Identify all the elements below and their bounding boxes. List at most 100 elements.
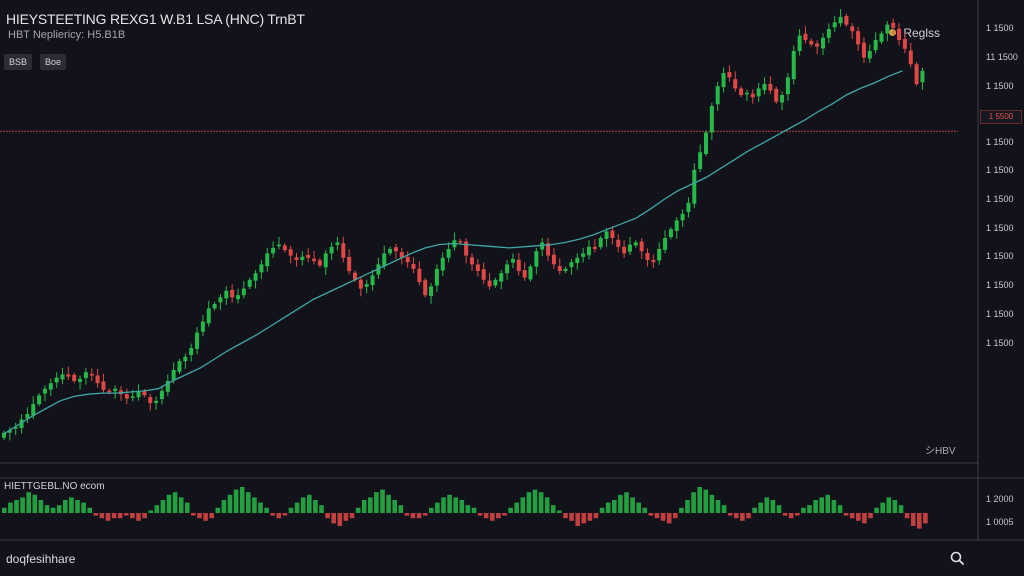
candle-body bbox=[282, 245, 287, 251]
candle-body bbox=[522, 270, 527, 278]
indicator-button[interactable]: Boe bbox=[40, 54, 67, 70]
candle-body bbox=[148, 397, 153, 403]
histogram-bar bbox=[154, 505, 160, 513]
histogram-bar bbox=[795, 513, 800, 516]
candle-body bbox=[885, 24, 890, 34]
histogram-bar bbox=[746, 513, 751, 519]
candle-body bbox=[551, 254, 556, 265]
candle-body bbox=[709, 106, 714, 133]
histogram-bar bbox=[441, 497, 446, 513]
candle-body bbox=[704, 132, 708, 154]
histogram-bar bbox=[361, 500, 367, 513]
histogram-bar bbox=[691, 492, 696, 513]
histogram-bar bbox=[270, 513, 275, 516]
candle-body bbox=[844, 16, 849, 25]
candle-body bbox=[809, 40, 814, 45]
candle-body bbox=[587, 246, 591, 256]
histogram-bar bbox=[538, 492, 544, 513]
histogram-bar bbox=[422, 513, 428, 516]
timeframe-button[interactable]: BSB bbox=[4, 54, 33, 70]
candle-body bbox=[399, 252, 404, 258]
candle-body bbox=[294, 257, 299, 260]
candle-body bbox=[382, 253, 387, 267]
candle-body bbox=[791, 51, 796, 80]
histogram-bar bbox=[868, 513, 873, 519]
price-axis-label: 1 1500 bbox=[986, 137, 1014, 147]
candle-body bbox=[440, 257, 445, 271]
histogram-bar bbox=[886, 497, 892, 513]
candle-body bbox=[803, 33, 808, 40]
candle-body bbox=[271, 247, 276, 254]
search-icon[interactable] bbox=[950, 551, 964, 565]
chart-title: HIEYSTEETING REXG1 W.B1 LSA (HNC) TrnBT bbox=[6, 11, 305, 27]
histogram-bar bbox=[917, 513, 922, 529]
candle-body bbox=[42, 388, 47, 394]
histogram-bar bbox=[764, 497, 770, 513]
candle-body bbox=[341, 243, 346, 258]
candle-body bbox=[411, 263, 416, 269]
indicator-axis-label: 1 0005 bbox=[986, 517, 1014, 527]
histogram-bar bbox=[111, 513, 117, 519]
price-axis-label: 1 1500 bbox=[986, 280, 1014, 290]
price-line-label: 1 5500 bbox=[980, 110, 1022, 124]
histogram-bar bbox=[782, 513, 788, 516]
candle-body bbox=[505, 264, 510, 274]
histogram-bar bbox=[63, 500, 68, 513]
histogram-bar bbox=[239, 487, 245, 513]
histogram-bar bbox=[349, 513, 355, 519]
histogram-bar bbox=[685, 500, 690, 513]
candle-body bbox=[470, 257, 474, 265]
candle-body bbox=[557, 266, 562, 271]
price-axis-label: 1 1500 bbox=[986, 223, 1014, 233]
candle-body bbox=[393, 247, 398, 252]
histogram-bar bbox=[593, 513, 599, 519]
histogram-bar bbox=[758, 502, 763, 513]
candle-body bbox=[236, 295, 240, 300]
histogram-bar bbox=[142, 513, 147, 519]
histogram-bar bbox=[569, 513, 574, 521]
histogram-bar bbox=[368, 497, 373, 513]
histogram-bar bbox=[209, 513, 214, 519]
candle-body bbox=[364, 284, 369, 287]
histogram-bar bbox=[648, 513, 654, 516]
histogram-bar bbox=[618, 494, 623, 513]
price-axis-label: 1 1500 bbox=[986, 251, 1014, 261]
histogram-bar bbox=[75, 500, 80, 513]
histogram-bar bbox=[435, 502, 440, 513]
candle-body bbox=[2, 432, 6, 438]
histogram-bar bbox=[246, 492, 251, 513]
histogram-bar bbox=[770, 500, 776, 513]
histogram-bar bbox=[282, 513, 288, 516]
histogram-bar bbox=[380, 489, 385, 513]
candle-body bbox=[651, 260, 656, 263]
candle-body bbox=[610, 230, 615, 238]
chart-subtitle: HBT Nepliericy: H5.B1B bbox=[8, 29, 126, 41]
candle-body bbox=[13, 427, 18, 429]
histogram-bar bbox=[258, 502, 263, 513]
candle-body bbox=[200, 321, 205, 332]
histogram-bar bbox=[508, 507, 513, 513]
candle-body bbox=[48, 383, 53, 390]
candle-body bbox=[856, 31, 861, 45]
candle-body bbox=[434, 268, 439, 286]
histogram-bar bbox=[453, 497, 458, 513]
candle-body bbox=[31, 404, 36, 416]
candle-body bbox=[370, 275, 375, 286]
candle-body bbox=[189, 348, 194, 356]
histogram-bar bbox=[904, 513, 910, 519]
candle-body bbox=[867, 51, 872, 59]
candle-body bbox=[183, 356, 188, 362]
histogram-bar bbox=[331, 513, 336, 524]
histogram-bar bbox=[252, 497, 257, 513]
histogram-bar bbox=[32, 494, 38, 513]
histogram-bar bbox=[185, 502, 190, 513]
candle-body bbox=[54, 377, 59, 383]
histogram-bar bbox=[923, 513, 928, 524]
histogram-bar bbox=[471, 507, 477, 513]
candle-body bbox=[838, 16, 843, 24]
candle-body bbox=[744, 92, 749, 95]
candle-body bbox=[832, 22, 837, 28]
histogram-bar bbox=[319, 505, 324, 513]
candle-body bbox=[66, 374, 71, 377]
